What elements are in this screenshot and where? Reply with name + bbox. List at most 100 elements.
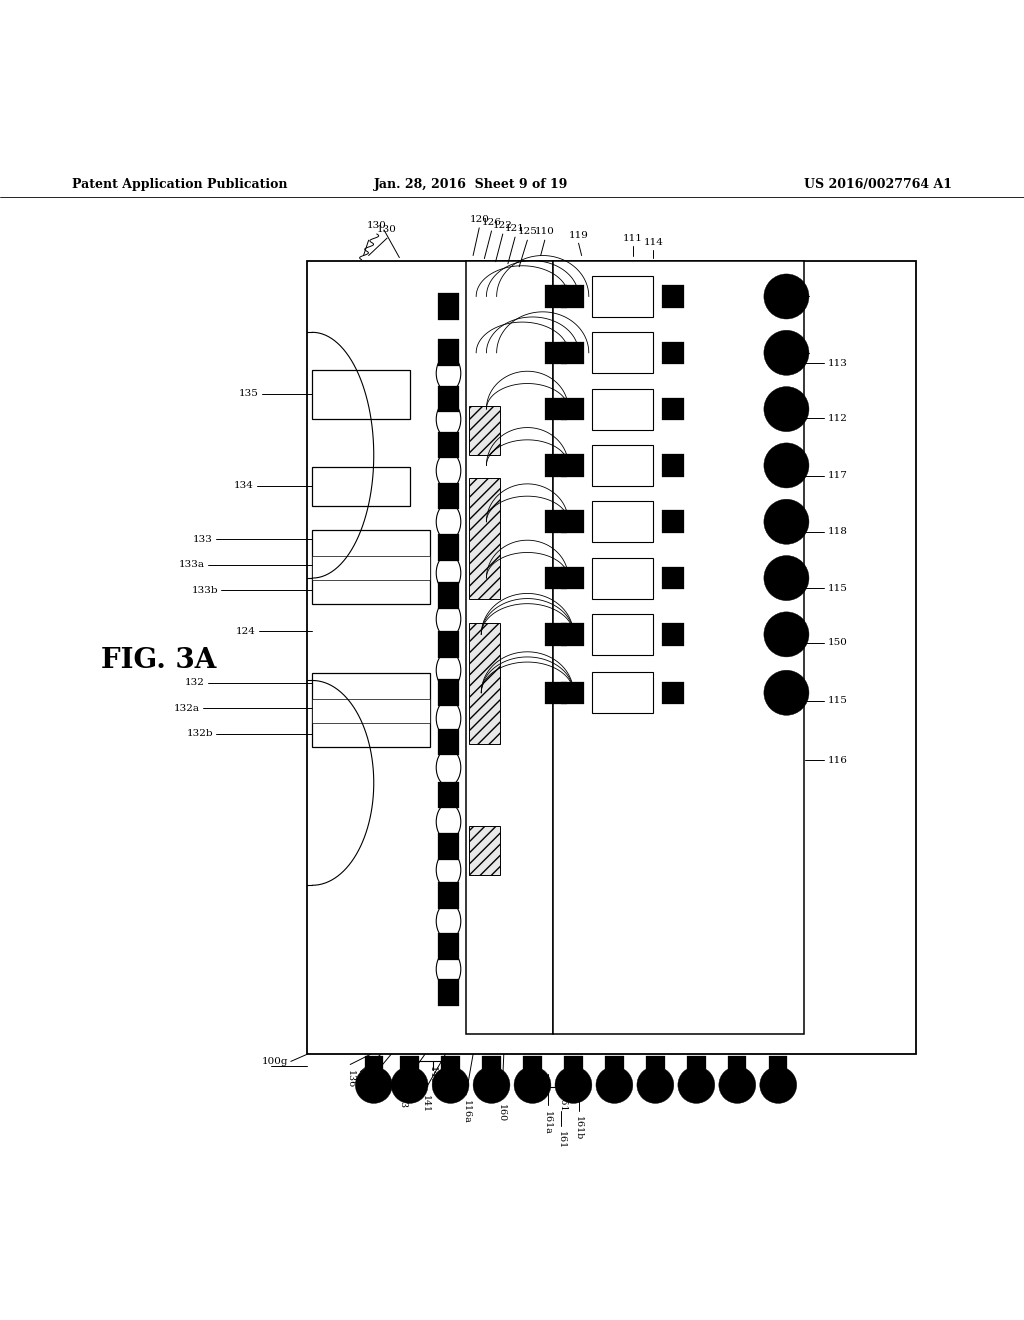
Circle shape [764, 387, 809, 432]
Bar [662, 511, 684, 533]
Bar [561, 681, 584, 704]
Bar [561, 623, 584, 645]
Ellipse shape [436, 851, 461, 888]
Bar [662, 285, 684, 308]
Circle shape [514, 1067, 551, 1104]
Text: 110: 110 [535, 227, 555, 236]
Bar [438, 582, 459, 609]
Text: 115: 115 [827, 583, 847, 593]
Bar [438, 483, 459, 510]
Text: 111: 111 [623, 234, 643, 243]
Bar [438, 781, 459, 808]
Bar [687, 1056, 706, 1069]
Bar [438, 631, 459, 657]
Ellipse shape [436, 554, 461, 591]
Text: 136: 136 [346, 1069, 354, 1088]
Ellipse shape [436, 453, 461, 488]
Bar [592, 614, 653, 655]
Text: 141: 141 [421, 1096, 429, 1113]
Bar [592, 276, 653, 317]
Circle shape [391, 1067, 428, 1104]
Text: FIG. 3A: FIG. 3A [101, 647, 216, 673]
Text: 160: 160 [498, 1105, 506, 1122]
Text: 134: 134 [234, 482, 254, 491]
Bar [592, 445, 653, 486]
Text: 135: 135 [240, 389, 259, 399]
Bar [662, 566, 684, 589]
Text: 132a: 132a [174, 704, 200, 713]
Bar [545, 397, 567, 420]
Ellipse shape [436, 601, 461, 638]
Bar [438, 680, 459, 706]
Circle shape [764, 499, 809, 544]
Bar [438, 729, 459, 755]
Bar [441, 1056, 460, 1069]
Text: 132b: 132b [186, 729, 213, 738]
Bar [312, 556, 430, 579]
Text: Patent Application Publication: Patent Application Publication [72, 178, 287, 191]
Bar [312, 698, 430, 723]
Circle shape [764, 612, 809, 657]
Bar [561, 342, 584, 364]
Bar [307, 260, 916, 1055]
Bar [312, 370, 410, 420]
Bar [545, 566, 567, 589]
Bar [438, 432, 459, 458]
Bar [469, 407, 500, 455]
Ellipse shape [436, 804, 461, 841]
Bar [592, 502, 653, 543]
Circle shape [764, 556, 809, 601]
Bar [662, 681, 684, 704]
Ellipse shape [436, 700, 461, 737]
Circle shape [596, 1067, 633, 1104]
Bar [469, 623, 500, 744]
Bar [438, 833, 459, 859]
Bar [561, 397, 584, 420]
Bar [545, 511, 567, 533]
Bar [545, 454, 567, 477]
Text: 161a: 161a [544, 1110, 552, 1134]
Bar [592, 672, 653, 713]
Bar [561, 285, 584, 308]
Text: Jan. 28, 2016  Sheet 9 of 19: Jan. 28, 2016 Sheet 9 of 19 [374, 178, 568, 191]
Text: 161: 161 [557, 1131, 565, 1150]
Circle shape [764, 275, 809, 319]
Bar [561, 566, 584, 589]
Circle shape [764, 671, 809, 715]
Text: 161: 161 [558, 1094, 566, 1113]
Circle shape [760, 1067, 797, 1104]
Text: 150: 150 [827, 638, 847, 647]
Bar [365, 1056, 383, 1069]
Text: 117: 117 [827, 471, 847, 480]
Text: 114: 114 [643, 238, 664, 247]
Bar [482, 1056, 501, 1069]
Text: 115: 115 [827, 697, 847, 705]
Bar [469, 478, 500, 598]
Text: 133: 133 [194, 535, 213, 544]
Circle shape [637, 1067, 674, 1104]
Bar [545, 681, 567, 704]
Bar [400, 1056, 419, 1069]
Text: 133b: 133b [191, 586, 218, 595]
Bar [561, 454, 584, 477]
Text: 133a: 133a [179, 560, 205, 569]
Text: 143: 143 [398, 1092, 407, 1109]
Text: 119: 119 [568, 231, 589, 239]
Ellipse shape [436, 903, 461, 940]
Bar [438, 293, 459, 319]
Circle shape [432, 1067, 469, 1104]
Bar [592, 557, 653, 598]
Bar [553, 260, 804, 1034]
Bar [769, 1056, 787, 1069]
Text: 118: 118 [827, 528, 847, 536]
Ellipse shape [436, 950, 461, 987]
Bar [646, 1056, 665, 1069]
Text: 116: 116 [827, 756, 847, 764]
Bar [662, 623, 684, 645]
Bar [438, 535, 459, 561]
Text: 116a: 116a [462, 1101, 470, 1125]
Bar [438, 979, 459, 1006]
Bar [662, 454, 684, 477]
Ellipse shape [436, 748, 461, 785]
Bar [438, 385, 459, 412]
